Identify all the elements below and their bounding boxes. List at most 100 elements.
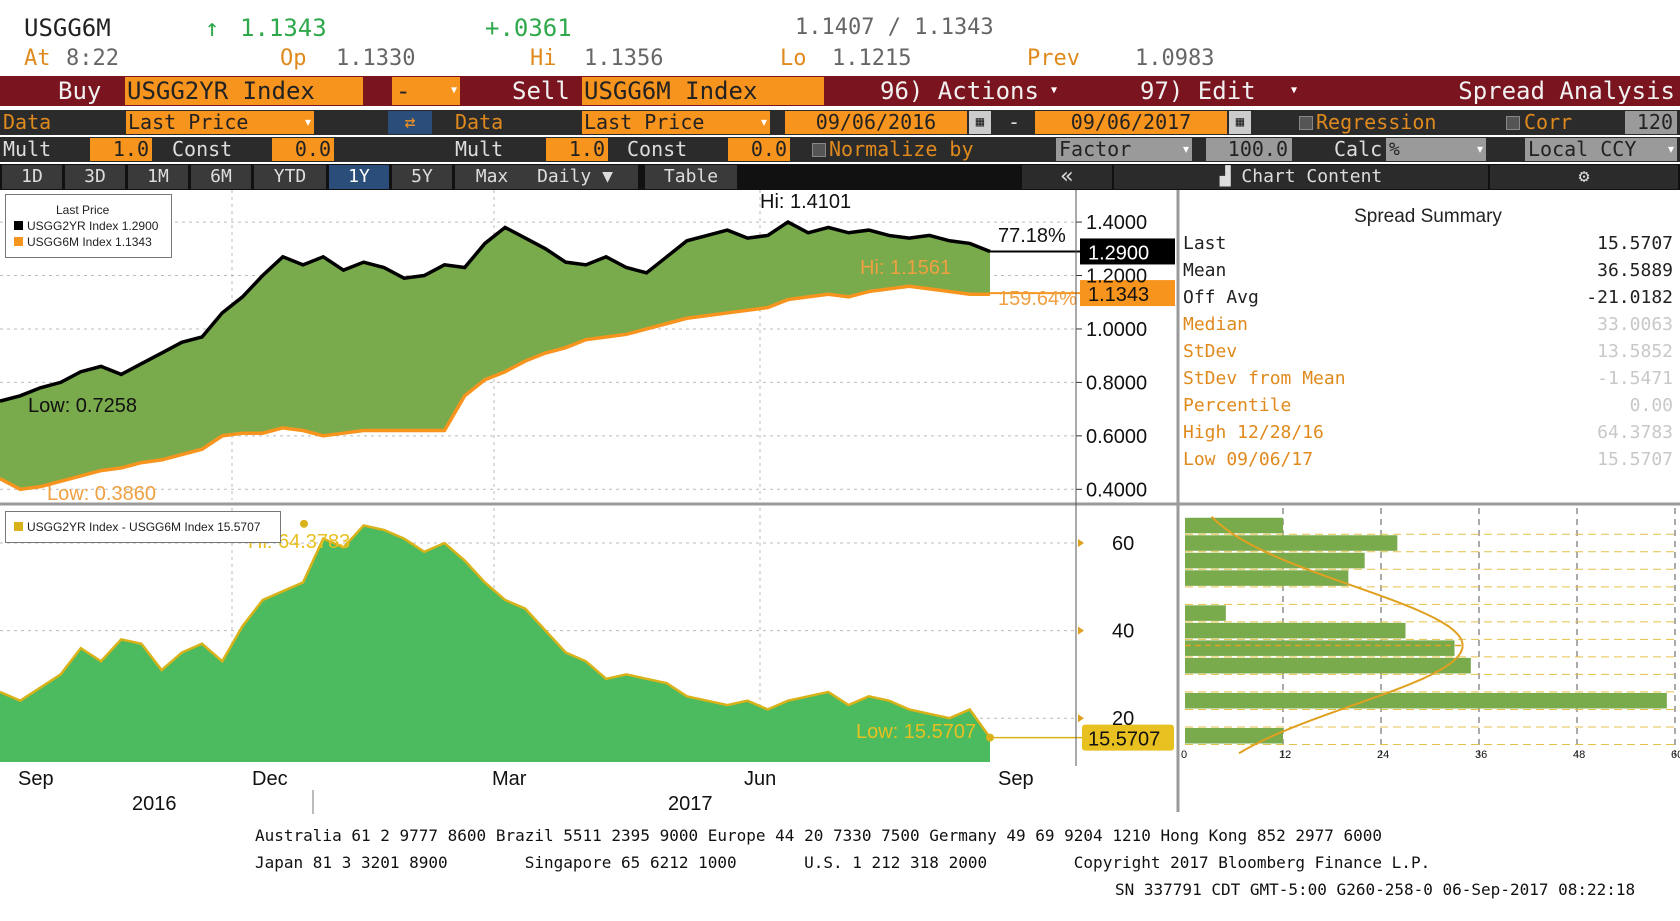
collapse-icon[interactable]: « <box>1022 165 1112 189</box>
data2-select[interactable]: Last Price <box>582 111 770 134</box>
mult-label: Mult <box>3 137 52 161</box>
tab-5y[interactable]: 5Y <box>392 165 452 189</box>
tab-3d[interactable]: 3D <box>65 165 125 189</box>
chart-content-label: Chart Content <box>1241 166 1383 187</box>
footer-session: SN 337791 CDT GMT-5:00 G260-258-0 06-Sep… <box>1115 880 1636 899</box>
summary-value: 0.00 <box>1629 395 1673 416</box>
hist-bar <box>1185 622 1406 639</box>
series-line-6m <box>0 284 990 492</box>
at-time: 8:22 <box>66 46 119 71</box>
hist-x-tick: 60 <box>1671 749 1680 761</box>
data-select[interactable]: Last Price <box>126 111 314 134</box>
date-to-input[interactable]: 09/06/2017 <box>1035 111 1227 134</box>
upper-axis: 1.4000 1.2000 1.0000 0.8000 0.6000 0.4000 <box>1076 212 1147 501</box>
summary-title: Spread Summary <box>1354 206 1502 227</box>
const-input[interactable]: 0.0 <box>272 138 334 161</box>
y-tick-label: 20 <box>1112 708 1134 730</box>
normalize-label: Normalize by <box>829 137 974 161</box>
data-label: Data <box>3 110 52 134</box>
histogram: 0 12 24 36 48 60 <box>1181 508 1680 761</box>
currency-select[interactable]: Local CCY <box>1525 138 1677 161</box>
mult2-input[interactable]: 1.0 <box>546 138 608 161</box>
edit-menu[interactable]: 97) Edit <box>1140 77 1300 105</box>
swap-icon[interactable]: ⇄ <box>388 111 432 134</box>
hi-annotation-2yr: Hi: 1.4101 <box>760 191 851 213</box>
currency-select-value: Local CCY <box>1528 138 1637 161</box>
gear-icon[interactable]: ⚙ <box>1490 165 1678 189</box>
buy-label: Buy <box>58 77 102 105</box>
chart-content-button[interactable]: ▟ Chart Content <box>1114 165 1488 189</box>
mult-input[interactable]: 1.0 <box>90 138 152 161</box>
last-tag-2yr <box>1080 238 1175 265</box>
series-line-2yr <box>0 220 991 403</box>
tab-1y[interactable]: 1Y <box>329 165 389 189</box>
spread-area <box>0 525 990 762</box>
actions-menu[interactable]: 96) Actions <box>880 77 1060 105</box>
tab-1m[interactable]: 1M <box>128 165 188 189</box>
summary-value: 36.5889 <box>1597 260 1673 281</box>
summary-label: Percentile <box>1183 395 1292 416</box>
regression-label: Regression <box>1316 110 1437 134</box>
data-select-value: Last Price <box>128 111 249 134</box>
last-price: 1.1343 <box>240 14 327 42</box>
y-tick-label: 40 <box>1112 621 1134 643</box>
table-button[interactable]: Table <box>645 165 737 189</box>
summary-label: High 12/28/16 <box>1183 422 1324 443</box>
x-month-label: Sep <box>998 768 1034 790</box>
normalize-checkbox[interactable] <box>812 143 826 157</box>
tab-ytd[interactable]: YTD <box>254 165 326 189</box>
pct-annotation-6m: 159.64% <box>998 288 1077 310</box>
last-tag-6m <box>1080 280 1175 307</box>
factor-select[interactable]: Factor <box>1056 138 1192 161</box>
y-tick-label: 0.6000 <box>1086 426 1147 448</box>
summary-value: 13.5852 <box>1597 341 1673 362</box>
corr-window-input[interactable]: 120 <box>1625 111 1677 134</box>
frequency-label: Daily <box>537 166 592 187</box>
legend-value: 1.1343 <box>115 235 152 249</box>
x-year-label: 2017 <box>668 793 713 815</box>
legend-swatch <box>14 237 23 246</box>
calendar-icon[interactable]: ▦ <box>1229 111 1251 134</box>
ticker: USGG6M <box>24 14 111 42</box>
sell-label: Sell <box>512 77 570 105</box>
prev-value: 1.0983 <box>1135 46 1215 71</box>
regression-checkbox[interactable] <box>1299 116 1313 130</box>
operator-select[interactable]: - <box>392 77 460 105</box>
summary-label: Low 09/06/17 <box>1183 449 1314 470</box>
sell-security-input[interactable]: USGG6M Index <box>582 77 824 105</box>
summary-label: Off Avg <box>1183 287 1259 308</box>
corr-checkbox[interactable] <box>1506 116 1520 130</box>
legend-swatch <box>14 221 23 230</box>
low-value: 1.1215 <box>832 46 912 71</box>
y-tick-label: 0.4000 <box>1086 479 1147 501</box>
last-tag-spread-text: 15.5707 <box>1088 729 1160 751</box>
x-month-label: Sep <box>18 768 54 790</box>
frequency-select[interactable]: Daily ▼ <box>512 165 638 189</box>
upper-series: 1.2900 1.1343 Hi: 1.4101 Low: 0.7258 Hi: 1.1… <box>0 191 1175 505</box>
calendar-icon[interactable]: ▦ <box>969 111 991 134</box>
summary-label: Mean <box>1183 260 1227 281</box>
hist-bar <box>1185 535 1398 551</box>
bid-ask: 1.1407 / 1.1343 <box>795 15 994 40</box>
hist-bar <box>1185 552 1365 569</box>
tab-1d[interactable]: 1D <box>2 165 62 189</box>
buy-security-input[interactable]: USGG2YR Index <box>125 77 363 105</box>
low-label: Lo <box>780 46 807 71</box>
hist-x-tick: 36 <box>1475 749 1487 761</box>
prev-label: Prev <box>1027 46 1080 71</box>
x-month-label: Jun <box>744 768 776 790</box>
y-tick-label: 0.8000 <box>1086 372 1147 394</box>
summary-value: 64.3783 <box>1597 422 1673 443</box>
calc-select[interactable]: % <box>1386 138 1486 161</box>
legend-item-6m: USGG6M Index 1.1343 <box>14 235 152 249</box>
const2-input[interactable]: 0.0 <box>728 138 790 161</box>
low-annotation-2yr: Low: 0.7258 <box>28 395 137 417</box>
actions-menu-label: 96) Actions <box>880 77 1039 105</box>
spread-fill-area <box>0 222 990 490</box>
date-from-input[interactable]: 09/06/2016 <box>785 111 967 134</box>
factor-input[interactable]: 100.0 <box>1206 138 1292 161</box>
upper-legend: Last Price USGG2YR Index 1.2900 USGG6M I… <box>5 194 172 258</box>
open-value: 1.1330 <box>336 46 416 71</box>
tab-6m[interactable]: 6M <box>191 165 251 189</box>
const-label: Const <box>172 137 233 161</box>
